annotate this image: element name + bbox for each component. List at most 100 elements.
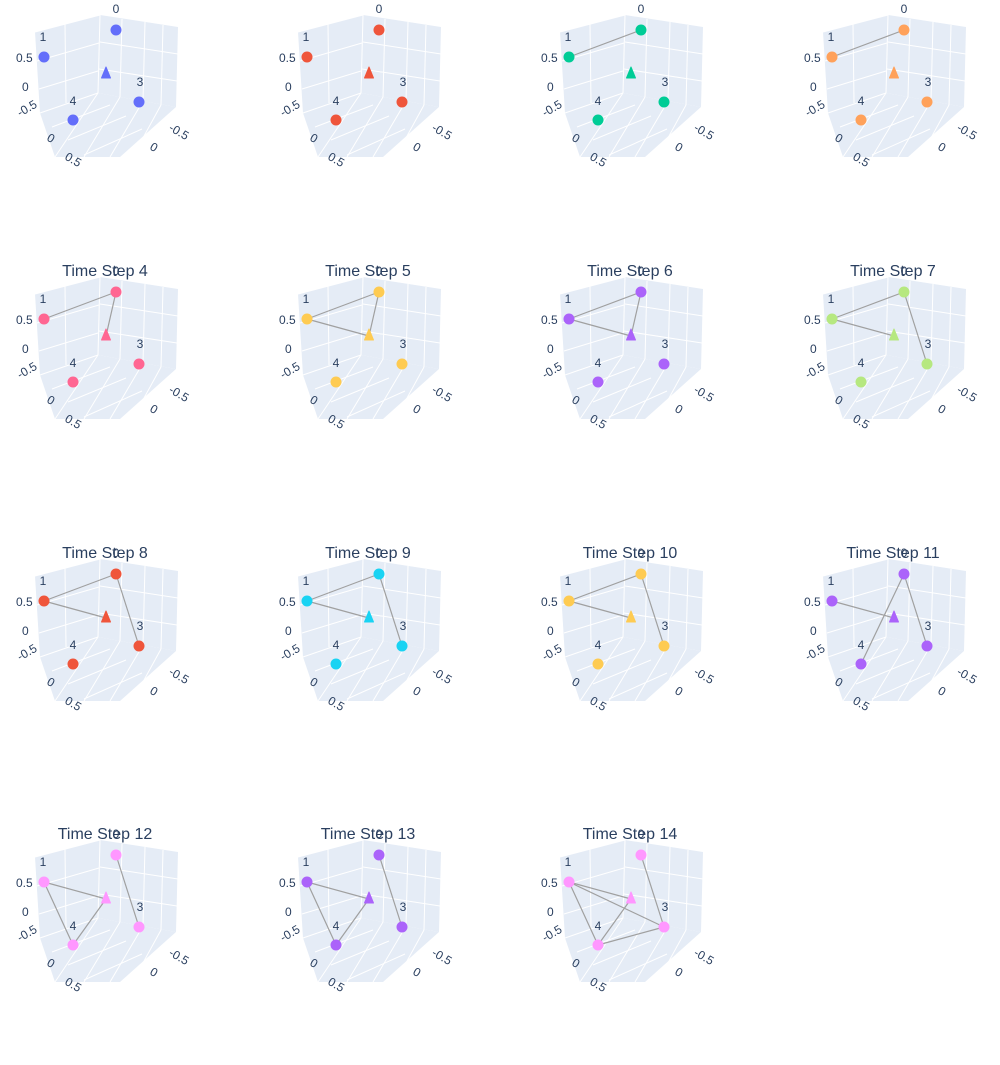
subplot-panel[interactable]: 0.5 0 -0.5 0 0.5 -0.5 0 0 1 3 4 — [263, 0, 503, 240]
node-marker[interactable] — [563, 51, 575, 63]
subplot-panel[interactable]: Time Step 12 0.5 0 -0.5 0 0.5 -0.5 0 0 1 3 4 — [0, 825, 240, 1065]
node-marker[interactable] — [855, 376, 867, 388]
node-marker[interactable] — [592, 114, 604, 126]
node-marker[interactable] — [658, 921, 670, 933]
node-marker[interactable] — [396, 921, 408, 933]
node-marker-triangle[interactable] — [101, 66, 111, 79]
subplot-panel[interactable]: Time Step 8 0.5 0 -0.5 0 0.5 -0.5 0 0 1 3 4 — [0, 544, 240, 784]
node-marker[interactable] — [826, 313, 838, 325]
node-marker-triangle[interactable] — [364, 328, 374, 341]
node-marker[interactable] — [373, 286, 385, 298]
subplot-panel[interactable]: 0.5 0 -0.5 0 0.5 -0.5 0 0 1 3 4 — [0, 0, 240, 240]
node-marker[interactable] — [38, 313, 50, 325]
node-marker-triangle[interactable] — [889, 328, 899, 341]
node-marker[interactable] — [67, 939, 79, 951]
node-marker[interactable] — [301, 313, 313, 325]
node-marker[interactable] — [592, 939, 604, 951]
node-marker-triangle[interactable] — [364, 610, 374, 623]
node-marker[interactable] — [921, 640, 933, 652]
subplot-panel[interactable]: Time Step 7 0.5 0 -0.5 0 0.5 -0.5 0 0 1 3 4 — [788, 262, 1000, 502]
subplot-panel[interactable]: Time Step 11 0.5 0 -0.5 0 0.5 -0.5 0 0 1 3 4 — [788, 544, 1000, 784]
node-marker[interactable] — [592, 376, 604, 388]
node-marker[interactable] — [67, 658, 79, 670]
node-marker[interactable] — [38, 51, 50, 63]
node-marker-triangle[interactable] — [626, 66, 636, 79]
node-marker[interactable] — [396, 358, 408, 370]
node-marker[interactable] — [898, 24, 910, 36]
node-marker[interactable] — [330, 114, 342, 126]
node-marker[interactable] — [396, 640, 408, 652]
node-marker-triangle[interactable] — [364, 891, 374, 904]
subplot-panel[interactable]: Time Step 4 0.5 0 -0.5 0 0.5 -0.5 0 0 1 3 4 — [0, 262, 240, 502]
node-marker-triangle[interactable] — [101, 328, 111, 341]
subplot-panel[interactable]: Time Step 5 0.5 0 -0.5 0 0.5 -0.5 0 0 1 3 4 — [263, 262, 503, 502]
node-marker[interactable] — [373, 24, 385, 36]
node-marker[interactable] — [67, 114, 79, 126]
subplot-panel[interactable]: 0.5 0 -0.5 0 0.5 -0.5 0 0 1 3 4 — [525, 0, 765, 240]
node-marker[interactable] — [921, 358, 933, 370]
node-marker[interactable] — [635, 568, 647, 580]
node-marker[interactable] — [133, 921, 145, 933]
node-marker[interactable] — [658, 640, 670, 652]
subplot-panel[interactable]: Time Step 9 0.5 0 -0.5 0 0.5 -0.5 0 0 1 3 4 — [263, 544, 503, 784]
node-marker[interactable] — [330, 376, 342, 388]
node-marker[interactable] — [301, 876, 313, 888]
node-marker[interactable] — [301, 51, 313, 63]
node-marker-triangle[interactable] — [626, 891, 636, 904]
node-marker[interactable] — [110, 849, 122, 861]
node-marker[interactable] — [396, 96, 408, 108]
node-marker[interactable] — [635, 849, 647, 861]
node-marker[interactable] — [635, 24, 647, 36]
subplot-panel[interactable]: Time Step 6 0.5 0 -0.5 0 0.5 -0.5 0 0 1 3 4 — [525, 262, 765, 502]
node-marker[interactable] — [133, 640, 145, 652]
node-marker[interactable] — [826, 595, 838, 607]
node-marker[interactable] — [563, 876, 575, 888]
node-marker[interactable] — [658, 96, 670, 108]
node-marker[interactable] — [373, 568, 385, 580]
node-marker[interactable] — [898, 286, 910, 298]
node-marker-triangle[interactable] — [626, 328, 636, 341]
node-marker-triangle[interactable] — [889, 610, 899, 623]
node-marker[interactable] — [635, 286, 647, 298]
subplot-panel[interactable]: 0.5 0 -0.5 0 0.5 -0.5 0 0 1 3 4 — [788, 0, 1000, 240]
node-marker[interactable] — [563, 313, 575, 325]
node-marker-triangle[interactable] — [626, 610, 636, 623]
node-marker[interactable] — [658, 358, 670, 370]
node-marker-triangle[interactable] — [889, 66, 899, 79]
node-marker[interactable] — [38, 595, 50, 607]
node-marker[interactable] — [301, 595, 313, 607]
node-marker-triangle[interactable] — [101, 891, 111, 904]
node-marker[interactable] — [330, 658, 342, 670]
node-marker[interactable] — [110, 24, 122, 36]
node-marker[interactable] — [38, 876, 50, 888]
node-marker[interactable] — [921, 96, 933, 108]
node-marker[interactable] — [898, 568, 910, 580]
node-marker[interactable] — [855, 114, 867, 126]
node-marker[interactable] — [563, 595, 575, 607]
subplot-panel[interactable]: Time Step 13 0.5 0 -0.5 0 0.5 -0.5 0 0 1 3 4 — [263, 825, 503, 1065]
node-marker-triangle[interactable] — [101, 610, 111, 623]
node-marker[interactable] — [855, 658, 867, 670]
node-marker[interactable] — [110, 286, 122, 298]
node-marker[interactable] — [133, 358, 145, 370]
node-marker[interactable] — [592, 658, 604, 670]
node-marker[interactable] — [110, 568, 122, 580]
node-marker[interactable] — [67, 376, 79, 388]
node-marker[interactable] — [133, 96, 145, 108]
node-marker[interactable] — [330, 939, 342, 951]
subplot-panel[interactable]: Time Step 10 0.5 0 -0.5 0 0.5 -0.5 0 0 1 3 4 — [525, 544, 765, 784]
